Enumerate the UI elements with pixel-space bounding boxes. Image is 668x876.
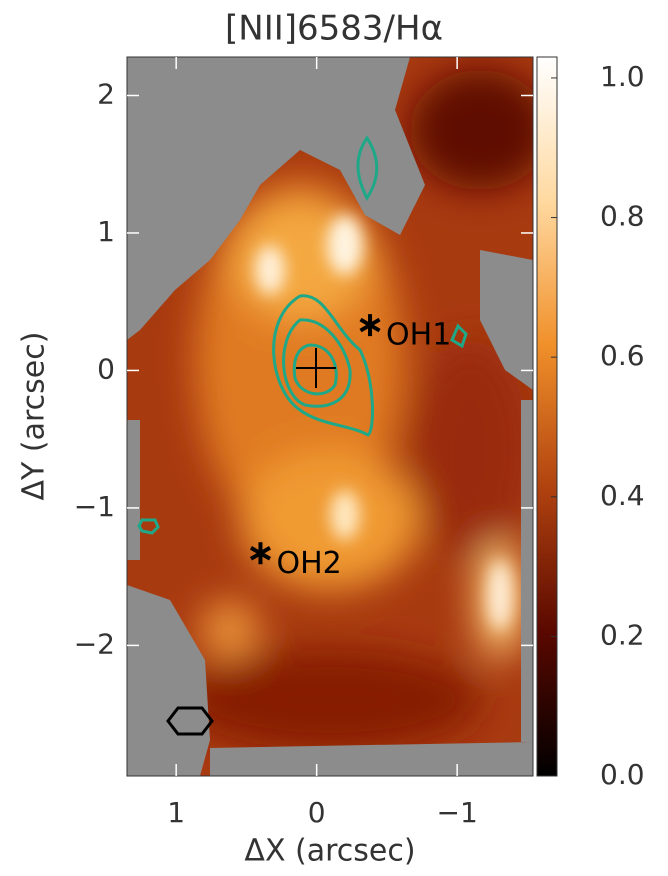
heatmap	[127, 57, 533, 776]
annotation-marker	[249, 542, 271, 565]
colorbar-tick-label: 0.6	[600, 339, 645, 372]
colorbar-tick-label: 0.0	[600, 758, 645, 791]
y-tick-label: 0	[97, 352, 115, 385]
plot-frame	[126, 56, 534, 777]
y-tick-label: 1	[97, 215, 115, 248]
x-axis-label: ΔX (arcsec)	[244, 834, 415, 869]
colorbar-tick-label: 1.0	[600, 60, 645, 93]
y-tick-label: −2	[74, 627, 115, 660]
annotation-label: OH2	[276, 546, 341, 581]
x-tick-label: 1	[167, 796, 185, 829]
colorbar	[536, 56, 558, 777]
annotation-label: OH1	[386, 318, 451, 353]
y-tick-label: 2	[97, 77, 115, 110]
x-tick-label: −1	[436, 796, 477, 829]
chart-title: [NII]6583/Hα	[225, 9, 443, 49]
annotation-marker	[359, 314, 381, 337]
x-tick-label: 0	[308, 796, 326, 829]
colorbar-tick-label: 0.4	[600, 479, 645, 512]
colorbar-tick-label: 0.8	[600, 200, 645, 233]
y-axis-label: ΔY (arcsec)	[17, 332, 52, 501]
y-tick-label: −1	[74, 490, 115, 523]
colorbar-tick-label: 0.2	[600, 618, 645, 651]
